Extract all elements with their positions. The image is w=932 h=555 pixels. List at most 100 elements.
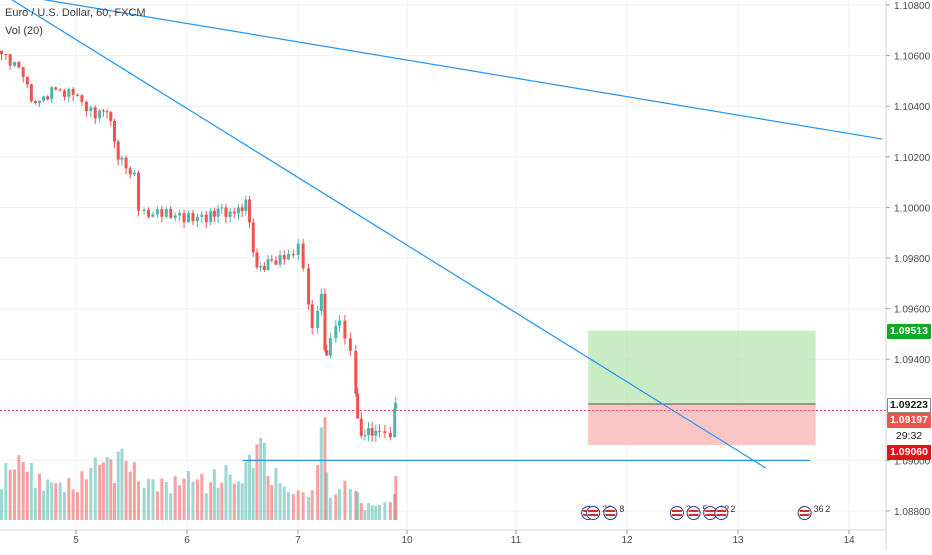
candle-body (236, 207, 240, 214)
candle-body (178, 213, 182, 216)
trendline-1[interactable] (0, 0, 883, 140)
volume-bar (105, 457, 109, 520)
volume-bar (120, 448, 124, 520)
volume-bar (259, 438, 263, 520)
y-tick-label: 1.10600 (894, 52, 931, 63)
price-axis[interactable]: 1.10800 1.10600 1.10400 1.10200 1.10000 1.098… (886, 1, 931, 518)
volume-bar (116, 451, 120, 520)
candle-body (195, 216, 199, 222)
target-zone[interactable] (588, 330, 816, 404)
candle-body (46, 96, 50, 100)
x-tick-label: 13 (732, 535, 744, 546)
flag-icon[interactable] (586, 506, 601, 520)
candle-body (182, 213, 186, 223)
candle-body (296, 243, 300, 256)
volume-bar (301, 492, 305, 520)
candle-body (220, 207, 224, 209)
volume-bar (160, 478, 164, 520)
event-count[interactable]: 8 (619, 504, 624, 514)
candle-body (383, 431, 387, 434)
y-tick-label: 1.09800 (894, 254, 931, 265)
volume-bar (204, 493, 208, 520)
candle-body (270, 259, 274, 261)
flag-icon-stripe (716, 514, 727, 516)
candle-body (173, 215, 177, 218)
volume-indicator-label[interactable]: Vol (20) (5, 25, 43, 37)
x-tick-label: 6 (184, 535, 190, 546)
flag-icon[interactable] (797, 506, 812, 520)
flag-icon-stripe (605, 514, 616, 516)
candle-body (116, 141, 120, 160)
volume-bar (262, 442, 266, 520)
volume-bar (319, 427, 323, 520)
x-tick-label: 7 (295, 535, 301, 546)
candle-body (89, 107, 93, 112)
flag-icon[interactable] (669, 506, 684, 520)
volume-bar (84, 479, 88, 520)
volume-bar (93, 457, 97, 520)
flag-icon[interactable] (686, 506, 701, 520)
volume-bar (182, 478, 186, 520)
candle-body (212, 210, 216, 217)
volume-bar (240, 483, 244, 520)
y-tick-label: 1.09600 (894, 305, 931, 316)
candle-body (291, 254, 295, 256)
current-price-tag: 1.09197 (887, 413, 931, 428)
trendline-2[interactable] (0, 0, 767, 469)
volume-bar (244, 462, 248, 520)
volume-bar (363, 510, 367, 520)
volume-bar (25, 471, 29, 520)
volume-bar (282, 486, 286, 520)
flag-icon[interactable] (603, 506, 618, 520)
economic-events[interactable]: 22825122362 (581, 504, 831, 520)
volume-bar (38, 473, 41, 520)
candles (0, 50, 398, 442)
candle-body (13, 62, 17, 66)
flag-icon[interactable] (714, 506, 729, 520)
candle-body (155, 209, 159, 215)
event-count[interactable]: 36 (814, 504, 824, 514)
volume-bar (80, 471, 84, 520)
volume-bar (178, 485, 182, 520)
symbol-title[interactable]: Euro / U.S. Dollar, 60, FXCM (5, 7, 146, 19)
candle-body (354, 350, 358, 394)
volume-bar (54, 483, 58, 520)
candle-body (394, 402, 398, 409)
candle-body (17, 62, 21, 68)
candle-body (262, 266, 266, 270)
candle-body (54, 87, 58, 90)
volume-bar (307, 496, 311, 520)
volume-bar (367, 503, 371, 520)
volume-bar (383, 502, 387, 520)
candle-body (286, 254, 290, 260)
candle-body (310, 304, 314, 328)
volume-bar (348, 488, 352, 520)
volume-bar (142, 487, 146, 520)
candle-body (137, 172, 141, 211)
volume-bars (0, 417, 398, 520)
flag-icon-stripe (705, 514, 716, 516)
event-count[interactable]: 2 (825, 504, 830, 514)
volume-bar (191, 481, 195, 520)
candle-body (164, 208, 168, 217)
volume-bar (274, 467, 278, 520)
volume-bar (42, 490, 46, 520)
y-tick-label: 1.09400 (894, 355, 931, 366)
time-axis[interactable]: 5 6 7 10 11 12 13 14 (73, 530, 855, 546)
flag-icon-stripe (588, 514, 599, 516)
candle-body (328, 338, 332, 356)
candle-body (98, 110, 102, 119)
flag-icon-stripe (799, 514, 810, 516)
event-count[interactable]: 2 (730, 504, 735, 514)
volume-bar (89, 467, 93, 520)
volume-bar (173, 476, 177, 520)
candle-body (388, 433, 392, 438)
flag-icon-circle (603, 506, 618, 520)
candle-body (204, 214, 208, 223)
y-tick-label: 1.08800 (894, 507, 931, 518)
candle-body (33, 101, 37, 103)
candle-body (21, 67, 25, 77)
candle-body (105, 111, 109, 113)
